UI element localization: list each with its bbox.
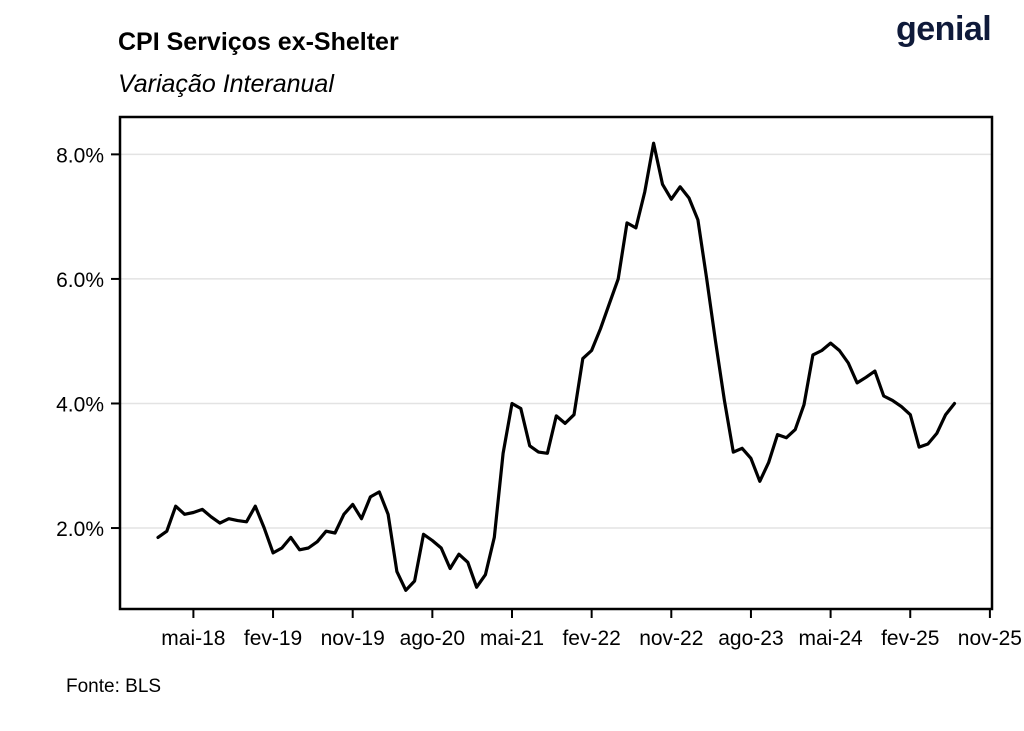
x-tick-label: fev-19 bbox=[244, 627, 302, 650]
x-tick-label: fev-22 bbox=[562, 627, 620, 650]
series-line bbox=[156, 141, 957, 592]
gridlines bbox=[120, 153, 992, 529]
x-tick-label: nov-25 bbox=[958, 627, 1022, 650]
series-layer bbox=[156, 141, 957, 592]
chart-title: CPI Serviços ex-Shelter bbox=[118, 28, 399, 56]
x-tick-label: mai-18 bbox=[161, 627, 225, 650]
x-tick-label: fev-25 bbox=[881, 627, 939, 650]
y-tick-label: 4.0% bbox=[56, 393, 104, 416]
y-axis: 2.0% 4.0% 6.0% 8.0% bbox=[56, 144, 120, 541]
x-tick-label: ago-20 bbox=[400, 627, 465, 650]
genial-logo: genial bbox=[896, 10, 992, 48]
y-tick-label: 2.0% bbox=[56, 518, 104, 541]
x-axis: mai-18 fev-19 nov-19 ago-20 mai-21 fev-22 nov-… bbox=[161, 609, 1022, 650]
x-tick-label: nov-22 bbox=[639, 627, 703, 650]
y-tick-label: 6.0% bbox=[56, 269, 104, 292]
x-tick-label: mai-21 bbox=[480, 627, 544, 650]
x-tick-label: ago-23 bbox=[718, 627, 783, 650]
x-tick-label: nov-19 bbox=[321, 627, 385, 650]
y-tick-label: 8.0% bbox=[56, 144, 104, 167]
plot-panel bbox=[118, 115, 994, 611]
chart-subtitle: Variação Interanual bbox=[118, 70, 334, 98]
x-tick-label: mai-24 bbox=[798, 627, 863, 650]
source-note: Fonte: BLS bbox=[66, 676, 162, 697]
